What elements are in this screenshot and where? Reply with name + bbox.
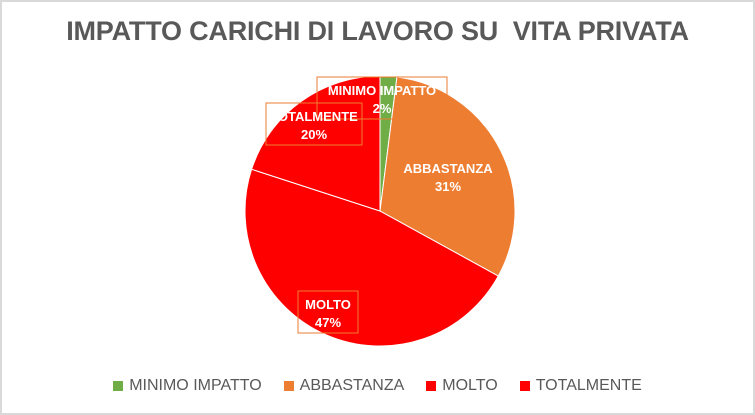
legend-swatch xyxy=(426,381,437,391)
legend-label: TOTALMENTE xyxy=(535,377,642,394)
data-label-value: 31% xyxy=(435,179,461,194)
legend-item-abbastanza: ABBASTANZA xyxy=(283,377,405,395)
legend-item-minimo-impatto: MINIMO IMPATTO xyxy=(113,377,262,395)
legend-item-molto: MOLTO xyxy=(426,377,498,395)
pie-slice-abbastanza xyxy=(379,76,516,277)
data-label-molto: MOLTO 47% xyxy=(297,290,359,334)
data-label-category: ABBASTANZA xyxy=(403,161,493,176)
legend-swatch xyxy=(113,381,124,391)
legend-label: MINIMO IMPATTO xyxy=(129,377,262,394)
data-label-abbastanza: ABBASTANZA 31% xyxy=(403,161,493,194)
legend-label: ABBASTANZA xyxy=(299,377,405,394)
data-label-box xyxy=(316,76,448,120)
data-label-value: 47% xyxy=(315,315,341,330)
legend-swatch xyxy=(283,381,294,391)
data-label-category: MOLTO xyxy=(305,297,351,312)
chart-title: IMPATTO CARICHI DI LAVORO SU VITA PRIVAT… xyxy=(66,16,689,46)
data-label-category: MINIMO IMPATTO xyxy=(328,83,436,98)
pie-slice-molto xyxy=(244,168,499,347)
chart-legend: MINIMO IMPATTO ABBASTANZA MOLTO TOTALMEN… xyxy=(0,374,755,398)
data-label-category: TOTALMENTE xyxy=(270,109,358,124)
data-label-minimo-impatto: MINIMO IMPATTO 2% xyxy=(316,76,448,120)
data-label-box xyxy=(265,102,363,146)
legend-swatch xyxy=(519,381,530,391)
data-label-box xyxy=(297,290,359,334)
legend-item-totalmente: TOTALMENTE xyxy=(519,377,642,395)
data-label-totalmente: TOTALMENTE 20% xyxy=(265,102,363,146)
legend-label: MOLTO xyxy=(442,377,498,394)
data-label-value: 20% xyxy=(301,127,327,142)
data-label-value: 2% xyxy=(373,101,392,116)
